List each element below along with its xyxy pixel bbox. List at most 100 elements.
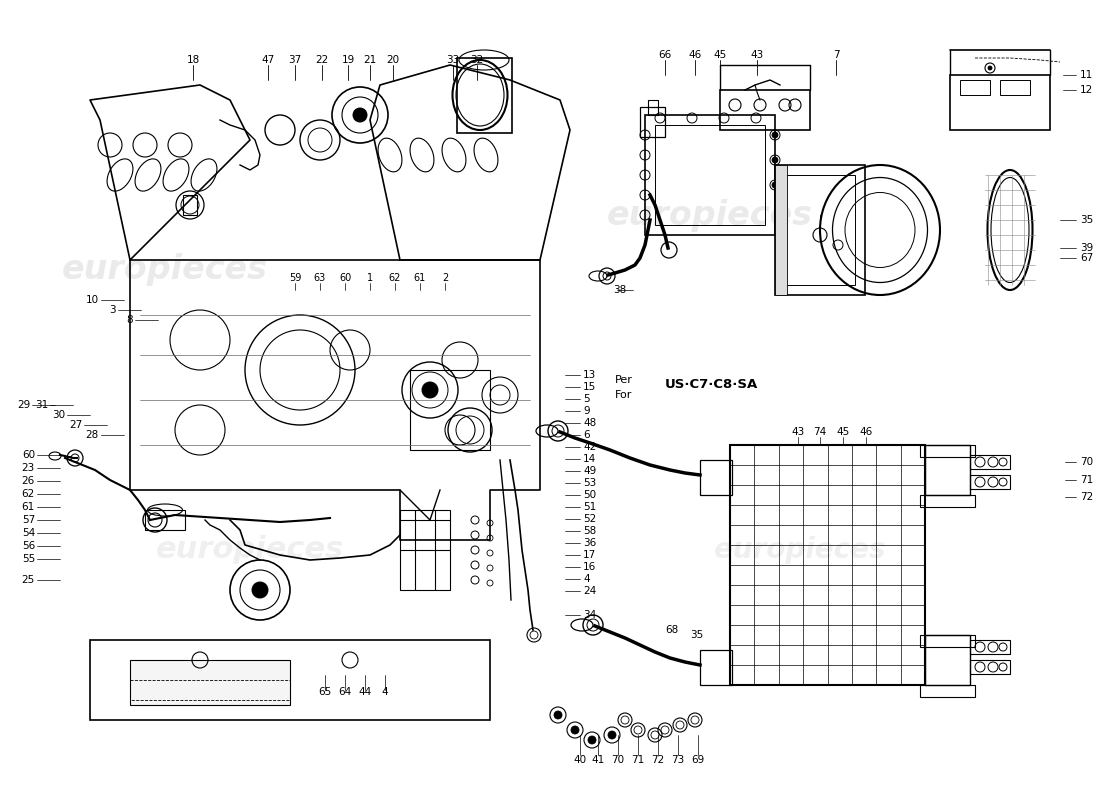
Text: 65: 65 (318, 687, 331, 697)
Bar (720, 90, 810, 130)
Text: 48: 48 (583, 418, 596, 428)
Text: 30: 30 (52, 410, 65, 420)
Text: 68: 68 (666, 625, 679, 635)
Bar (456, 58, 512, 133)
Text: 23: 23 (22, 463, 35, 473)
Text: For: For (615, 390, 632, 400)
Text: 44: 44 (359, 687, 372, 697)
Bar (960, 80, 990, 95)
Text: 49: 49 (583, 466, 596, 476)
Bar (1000, 80, 1030, 95)
Text: 8: 8 (126, 315, 133, 325)
Bar (776, 165, 865, 295)
Bar (776, 165, 786, 295)
Text: 74: 74 (813, 427, 826, 437)
Text: 54: 54 (22, 528, 35, 538)
Circle shape (571, 726, 579, 734)
Text: 72: 72 (1080, 492, 1093, 502)
Text: 61: 61 (22, 502, 35, 512)
Text: 53: 53 (583, 478, 596, 488)
Text: 2: 2 (442, 273, 448, 283)
Bar (640, 107, 666, 137)
Text: 31: 31 (35, 400, 48, 410)
Text: 13: 13 (583, 370, 596, 380)
Bar (925, 635, 970, 685)
Text: 72: 72 (651, 755, 664, 765)
Circle shape (772, 132, 778, 138)
Circle shape (554, 711, 562, 719)
Text: 10: 10 (86, 295, 99, 305)
Text: 36: 36 (583, 538, 596, 548)
Text: 43: 43 (791, 427, 804, 437)
Text: 58: 58 (583, 526, 596, 536)
Text: 64: 64 (339, 687, 352, 697)
Bar (970, 640, 1010, 654)
Text: 34: 34 (583, 610, 596, 620)
Text: 5: 5 (583, 394, 590, 404)
Bar (785, 175, 855, 285)
Bar (700, 650, 732, 685)
Text: 39: 39 (1080, 243, 1093, 253)
Bar (90, 640, 490, 720)
Text: 66: 66 (659, 50, 672, 60)
Text: 1: 1 (367, 273, 373, 283)
Text: 35: 35 (1080, 215, 1093, 225)
Text: 7: 7 (833, 50, 839, 60)
Text: 62: 62 (388, 273, 401, 283)
Text: 52: 52 (583, 514, 596, 524)
Bar (648, 100, 658, 115)
Text: europieces: europieces (156, 535, 344, 565)
Text: 57: 57 (22, 515, 35, 525)
Text: 6: 6 (583, 430, 590, 440)
Text: 69: 69 (692, 755, 705, 765)
Text: 73: 73 (671, 755, 684, 765)
Text: 59: 59 (289, 273, 301, 283)
Text: 9: 9 (583, 406, 590, 416)
Text: 27: 27 (68, 420, 82, 430)
Bar (645, 115, 775, 235)
Text: 3: 3 (109, 305, 116, 315)
Text: 70: 70 (1080, 457, 1093, 467)
Text: 14: 14 (583, 454, 596, 464)
Circle shape (772, 182, 778, 188)
Circle shape (353, 108, 367, 122)
Text: europieces: europieces (607, 198, 813, 231)
Text: 47: 47 (262, 55, 275, 65)
Text: 46: 46 (859, 427, 872, 437)
Text: US·C7·C8·SA: US·C7·C8·SA (666, 378, 758, 391)
Circle shape (422, 382, 438, 398)
Text: 56: 56 (22, 541, 35, 551)
Circle shape (988, 66, 992, 70)
Bar (400, 510, 450, 590)
Text: 60: 60 (22, 450, 35, 460)
Bar (920, 635, 975, 647)
Text: 15: 15 (583, 382, 596, 392)
Text: 20: 20 (386, 55, 399, 65)
Bar (920, 445, 975, 457)
Bar (130, 660, 290, 705)
Text: 4: 4 (382, 687, 388, 697)
Text: 18: 18 (186, 55, 199, 65)
Text: 45: 45 (714, 50, 727, 60)
Text: 62: 62 (22, 489, 35, 499)
Text: 28: 28 (86, 430, 99, 440)
Text: 21: 21 (363, 55, 376, 65)
Text: europieces: europieces (62, 254, 268, 286)
Text: Per: Per (615, 375, 632, 385)
Text: 46: 46 (689, 50, 702, 60)
Text: 33: 33 (447, 55, 460, 65)
Text: europieces: europieces (714, 536, 886, 564)
Circle shape (588, 736, 596, 744)
Bar (950, 75, 1050, 130)
Text: 24: 24 (583, 586, 596, 596)
Text: 38: 38 (613, 285, 626, 295)
Text: 35: 35 (690, 630, 703, 640)
Text: 37: 37 (288, 55, 301, 65)
Text: 51: 51 (583, 502, 596, 512)
Text: 29: 29 (16, 400, 30, 410)
Bar (970, 475, 1010, 489)
Circle shape (252, 582, 268, 598)
Text: 71: 71 (1080, 475, 1093, 485)
Bar (970, 455, 1010, 469)
Text: 55: 55 (22, 554, 35, 564)
